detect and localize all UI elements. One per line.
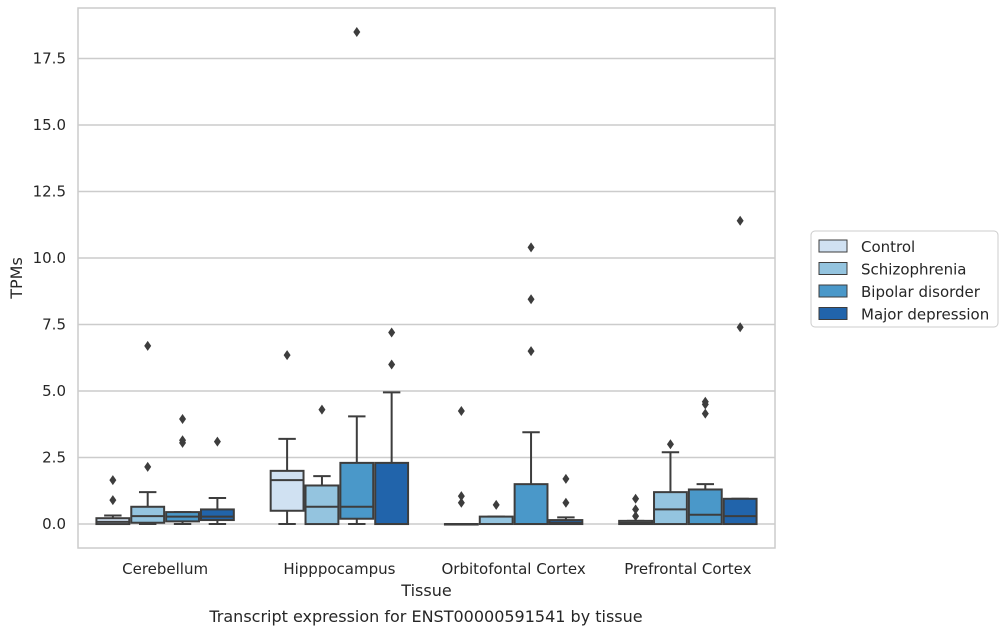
y-tick-label: 10.0: [33, 249, 66, 267]
x-tick-label: Prefrontal Cortex: [624, 560, 751, 578]
box-0-0: [95, 475, 131, 526]
box-iqr: [269, 469, 305, 512]
x-tick-label: Hipppocampus: [283, 560, 395, 578]
outlier-point: [353, 26, 361, 37]
box-3-2: [687, 396, 723, 526]
outlier-point: [144, 461, 152, 472]
box-1-3: [374, 327, 410, 526]
box-1-1: [304, 404, 340, 526]
box-3-1: [653, 439, 688, 526]
outlier-point: [527, 346, 535, 357]
box-iqr: [478, 515, 514, 526]
outlier-point: [562, 473, 570, 484]
box-1-0: [269, 350, 305, 526]
legend-label: Control: [861, 238, 915, 256]
legend-swatch: [818, 307, 848, 320]
outlier-point: [632, 511, 640, 522]
legend-label: Schizophrenia: [861, 261, 966, 279]
legend-frame: [810, 230, 999, 328]
legend-label: Major depression: [861, 306, 989, 324]
box-3-3: [722, 215, 758, 526]
y-tick-label: 7.5: [42, 316, 66, 334]
outlier-point: [701, 396, 709, 407]
box-iqr: [687, 488, 723, 526]
outlier-point: [213, 436, 221, 447]
box-iqr: [653, 491, 688, 526]
y-tick-label: 17.5: [33, 50, 66, 68]
outlier-point: [457, 491, 465, 502]
outlier-point: [318, 404, 326, 415]
outlier-point: [109, 475, 117, 486]
outlier-point: [736, 322, 744, 333]
outlier-point: [457, 406, 465, 417]
outlier-point: [388, 327, 396, 338]
box-2-2: [513, 242, 549, 526]
outlier-point: [144, 340, 152, 351]
x-tick-label: Orbitofontal Cortex: [442, 560, 586, 578]
outlier-point: [457, 497, 465, 508]
outlier-point: [701, 408, 709, 419]
chart-caption: Transcript expression for ENST0000059154…: [208, 607, 642, 626]
y-tick-label: 12.5: [33, 183, 66, 201]
box-1-2: [339, 26, 375, 526]
box-2-1: [478, 499, 514, 526]
outlier-point: [283, 350, 291, 361]
y-axis-label: TPMs: [7, 257, 26, 300]
outlier-point: [632, 504, 640, 515]
legend-swatch: [818, 262, 848, 275]
box-iqr: [130, 505, 166, 524]
box-0-3: [199, 436, 235, 526]
outlier-point: [492, 499, 500, 510]
y-tick-label: 2.5: [42, 449, 66, 467]
legend-swatch: [818, 239, 848, 253]
box-2-3: [548, 473, 584, 526]
box-0-2: [165, 413, 200, 526]
box-plots: [95, 26, 758, 526]
box-3-0: [618, 493, 654, 526]
y-tick-label: 0.0: [42, 515, 66, 533]
box-0-1: [130, 340, 166, 526]
plot-frame: [77, 7, 776, 549]
outlier-point: [388, 359, 396, 370]
outlier-point: [179, 435, 187, 446]
box-iqr: [722, 497, 758, 526]
y-tick-label: 15.0: [33, 116, 66, 134]
legend-label: Bipolar disorder: [861, 283, 981, 301]
box-iqr: [304, 484, 340, 526]
outlier-point: [666, 439, 674, 450]
x-axis-label: Tissue: [400, 581, 451, 600]
y-tick-label: 5.0: [42, 382, 66, 400]
legend: Control Schizophrenia Bipolar disorder Majo…: [810, 230, 999, 328]
box-iqr: [513, 483, 549, 526]
box-iqr: [374, 461, 410, 526]
outlier-point: [109, 495, 117, 506]
outlier-point: [562, 497, 570, 508]
legend-swatch: [818, 284, 848, 298]
x-axis: Cerebellum Hipppocampus Orbitofontal Corte…: [122, 560, 751, 578]
outlier-point: [736, 215, 744, 226]
outlier-point: [179, 413, 187, 424]
box-iqr: [339, 461, 375, 520]
box-iqr: [199, 508, 235, 522]
outlier-point: [632, 493, 640, 504]
x-tick-label: Cerebellum: [122, 560, 208, 578]
y-axis: 0.0 2.5 5.0 7.5 10.0 12.5 15.0 17.5: [33, 50, 66, 534]
outlier-point: [527, 242, 535, 253]
box-2-0: [443, 406, 479, 526]
grid-lines: [78, 57, 775, 525]
outlier-point: [527, 294, 535, 305]
